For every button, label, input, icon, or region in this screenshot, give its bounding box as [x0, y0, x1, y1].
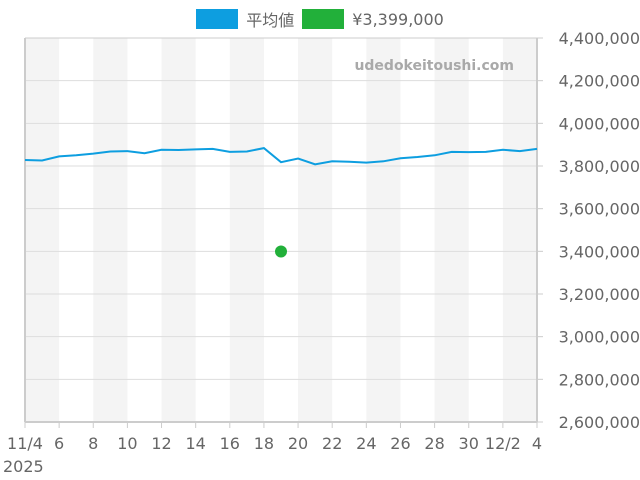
x-tick-label: 11/4	[7, 434, 43, 453]
x-tick-label: 20	[288, 434, 308, 453]
x-year-label: 2025	[3, 457, 44, 476]
price-points	[275, 245, 287, 258]
y-tick-label: 3,200,000	[559, 285, 640, 304]
legend-label-average: 平均値	[246, 11, 295, 30]
x-tick-label: 6	[54, 434, 64, 453]
band	[161, 38, 196, 422]
band	[502, 38, 537, 422]
y-tick-label: 2,800,000	[559, 370, 640, 389]
legend-label-price: ¥3,399,000	[352, 9, 444, 29]
band	[93, 38, 128, 422]
y-tick-label: 3,000,000	[559, 328, 640, 347]
x-tick-label: 4	[532, 434, 542, 453]
y-axis-ticks: 4,400,000 4,200,000 4,000,000 3,800,000 3,60…	[537, 29, 640, 432]
y-tick-label: 2,600,000	[559, 413, 640, 432]
band	[229, 38, 264, 422]
band	[366, 38, 401, 422]
price-point[interactable]	[275, 245, 287, 258]
x-tick-label: 18	[254, 434, 274, 453]
band	[298, 38, 333, 422]
x-tick-label: 8	[88, 434, 98, 453]
band	[434, 38, 469, 422]
legend-item-price[interactable]: ¥3,399,000	[302, 9, 444, 29]
background-bands	[25, 38, 537, 422]
x-tick-label: 30	[459, 434, 479, 453]
y-tick-label: 4,200,000	[559, 72, 640, 91]
y-tick-label: 4,000,000	[559, 114, 640, 133]
x-axis-ticks: 11/4 6 8 10 12 14 16 18 20 22 24 26 28 30 12/2 4 2025	[3, 422, 542, 476]
y-tick-label: 3,400,000	[559, 242, 640, 261]
average-price-line[interactable]	[24, 147, 538, 166]
legend-swatch-price	[302, 9, 345, 29]
x-tick-label: 28	[424, 434, 444, 453]
x-tick-label: 22	[322, 434, 342, 453]
y-tick-label: 3,600,000	[559, 200, 640, 219]
x-tick-label: 26	[390, 434, 410, 453]
legend-swatch-average	[196, 9, 239, 29]
axes	[24, 37, 538, 423]
watermark: udedokeitoushi.com	[354, 58, 514, 74]
x-tick-label: 10	[117, 434, 137, 453]
x-tick-label: 14	[185, 434, 205, 453]
chart-legend: 平均値 ¥3,399,000	[0, 8, 640, 30]
x-tick-label: 12	[151, 434, 171, 453]
x-tick-label: 24	[356, 434, 376, 453]
legend-item-average[interactable]: 平均値	[196, 7, 294, 31]
y-tick-label: 3,800,000	[559, 157, 640, 176]
x-tick-label: 16	[220, 434, 240, 453]
y-tick-label: 4,400,000	[559, 29, 640, 48]
band	[25, 38, 60, 422]
x-tick-label: 12/2	[485, 434, 521, 453]
